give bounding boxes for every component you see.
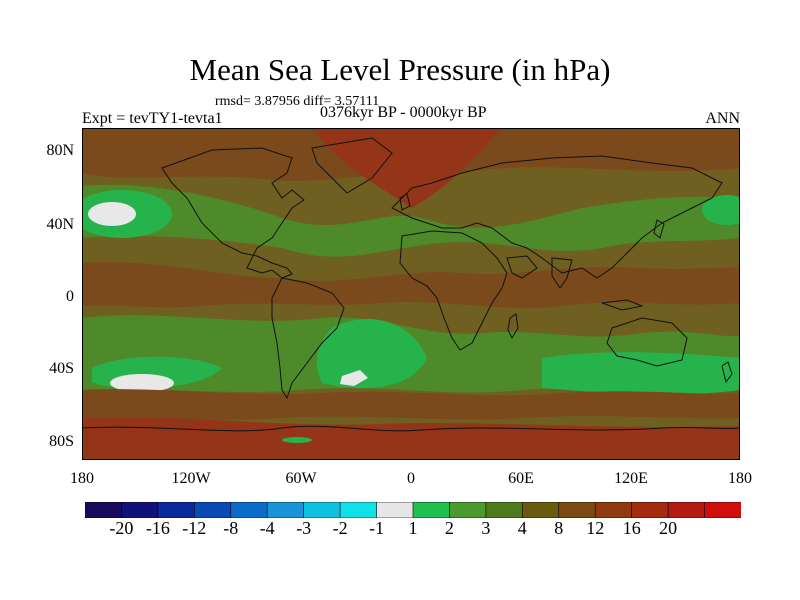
map-frame bbox=[82, 128, 740, 460]
period-label: 0376kyr BP - 0000kyr BP bbox=[320, 104, 487, 121]
colorbar-box bbox=[121, 502, 159, 518]
colorbar-label: 8 bbox=[554, 518, 564, 538]
lat-label-0: 0 bbox=[66, 288, 74, 305]
colorbar-box bbox=[376, 502, 414, 518]
colorbar-box bbox=[85, 502, 123, 518]
colorbar-box bbox=[303, 502, 341, 518]
page-title: Mean Sea Level Pressure (in hPa) bbox=[189, 52, 611, 87]
lon-label-120w: 120W bbox=[171, 470, 211, 487]
colorbar-box bbox=[485, 502, 524, 518]
colorbar-label: -3 bbox=[296, 518, 312, 538]
lat-label-80s: 80S bbox=[49, 433, 74, 450]
colorbar-label: 3 bbox=[481, 518, 491, 538]
coast-eurasia bbox=[391, 155, 723, 279]
colorbar-label: -1 bbox=[369, 518, 385, 538]
coast-north-america bbox=[161, 147, 305, 279]
lat-label-40s: 40S bbox=[49, 360, 74, 377]
npacific-east-green bbox=[702, 195, 740, 225]
antarctic-green-spot bbox=[282, 437, 312, 443]
coast-india bbox=[551, 257, 573, 289]
antarctic-high bbox=[82, 417, 740, 460]
pressure-map bbox=[82, 128, 740, 460]
coast-antarctica bbox=[82, 425, 740, 432]
coast-africa bbox=[399, 230, 508, 351]
colorbar-box bbox=[230, 502, 269, 518]
colorbar-label: 20 bbox=[659, 518, 678, 538]
lat-label-80n: 80N bbox=[46, 142, 74, 159]
lon-label-120e: 120E bbox=[614, 470, 648, 487]
colorbar-label: 16 bbox=[622, 518, 641, 538]
colorbar-box bbox=[266, 502, 305, 518]
lon-label-60w: 60W bbox=[285, 470, 317, 487]
spacific-white bbox=[110, 374, 174, 392]
lat-label-40n: 40N bbox=[46, 216, 74, 233]
colorbar-label: -12 bbox=[182, 518, 207, 538]
arctic-high bbox=[312, 128, 502, 208]
colorbar bbox=[85, 502, 741, 518]
satlantic-white bbox=[340, 370, 368, 386]
colorbar-box bbox=[631, 502, 669, 518]
colorbar-box bbox=[522, 502, 560, 518]
colorbar-box bbox=[704, 502, 741, 518]
colorbar-label: -20 bbox=[109, 518, 134, 538]
colorbar-box bbox=[449, 502, 487, 518]
coast-japan bbox=[653, 219, 665, 239]
colorbar-label: -8 bbox=[223, 518, 239, 538]
colorbar-label: -2 bbox=[332, 518, 348, 538]
colorbar-label: 1 bbox=[408, 518, 418, 538]
north-green-band bbox=[82, 184, 740, 257]
lon-label-60e: 60E bbox=[508, 470, 534, 487]
npacific-white bbox=[88, 202, 136, 226]
coast-new-zealand bbox=[721, 361, 733, 384]
coast-greenland bbox=[311, 137, 393, 194]
lon-label-180e: 180 bbox=[728, 470, 752, 487]
colorbar-box bbox=[194, 502, 232, 518]
coast-madagascar bbox=[507, 313, 519, 340]
coast-australia bbox=[606, 317, 688, 367]
coast-south-america bbox=[271, 277, 345, 400]
colorbar-box bbox=[667, 502, 706, 518]
coastlines bbox=[82, 137, 740, 432]
colorbar-box bbox=[412, 502, 451, 518]
coast-indonesia bbox=[601, 299, 644, 311]
lon-label-0: 0 bbox=[407, 470, 415, 487]
satlantic-green bbox=[316, 319, 427, 389]
season-label: ANN bbox=[705, 110, 740, 127]
colorbar-box bbox=[157, 502, 196, 518]
colorbar-label: 12 bbox=[586, 518, 605, 538]
coast-uk bbox=[399, 193, 411, 211]
colorbar-box bbox=[339, 502, 378, 518]
colorbar-label: 2 bbox=[444, 518, 454, 538]
sindian-green bbox=[542, 352, 740, 395]
lon-label-180w: 180 bbox=[70, 470, 94, 487]
southern-ocean-band bbox=[82, 389, 740, 420]
stats-text: rmsd= 3.87956 diff= 3.57111 bbox=[215, 94, 380, 109]
colorbar-box bbox=[594, 502, 633, 518]
colorbar-label: -4 bbox=[259, 518, 275, 538]
tropical-band bbox=[82, 262, 740, 308]
experiment-label: Expt = tevTY1-tevta1 bbox=[82, 110, 223, 127]
coast-arabia bbox=[506, 255, 538, 279]
colorbar-box bbox=[558, 502, 597, 518]
colorbar-label: 4 bbox=[517, 518, 527, 538]
colorbar-label: -16 bbox=[145, 518, 170, 538]
